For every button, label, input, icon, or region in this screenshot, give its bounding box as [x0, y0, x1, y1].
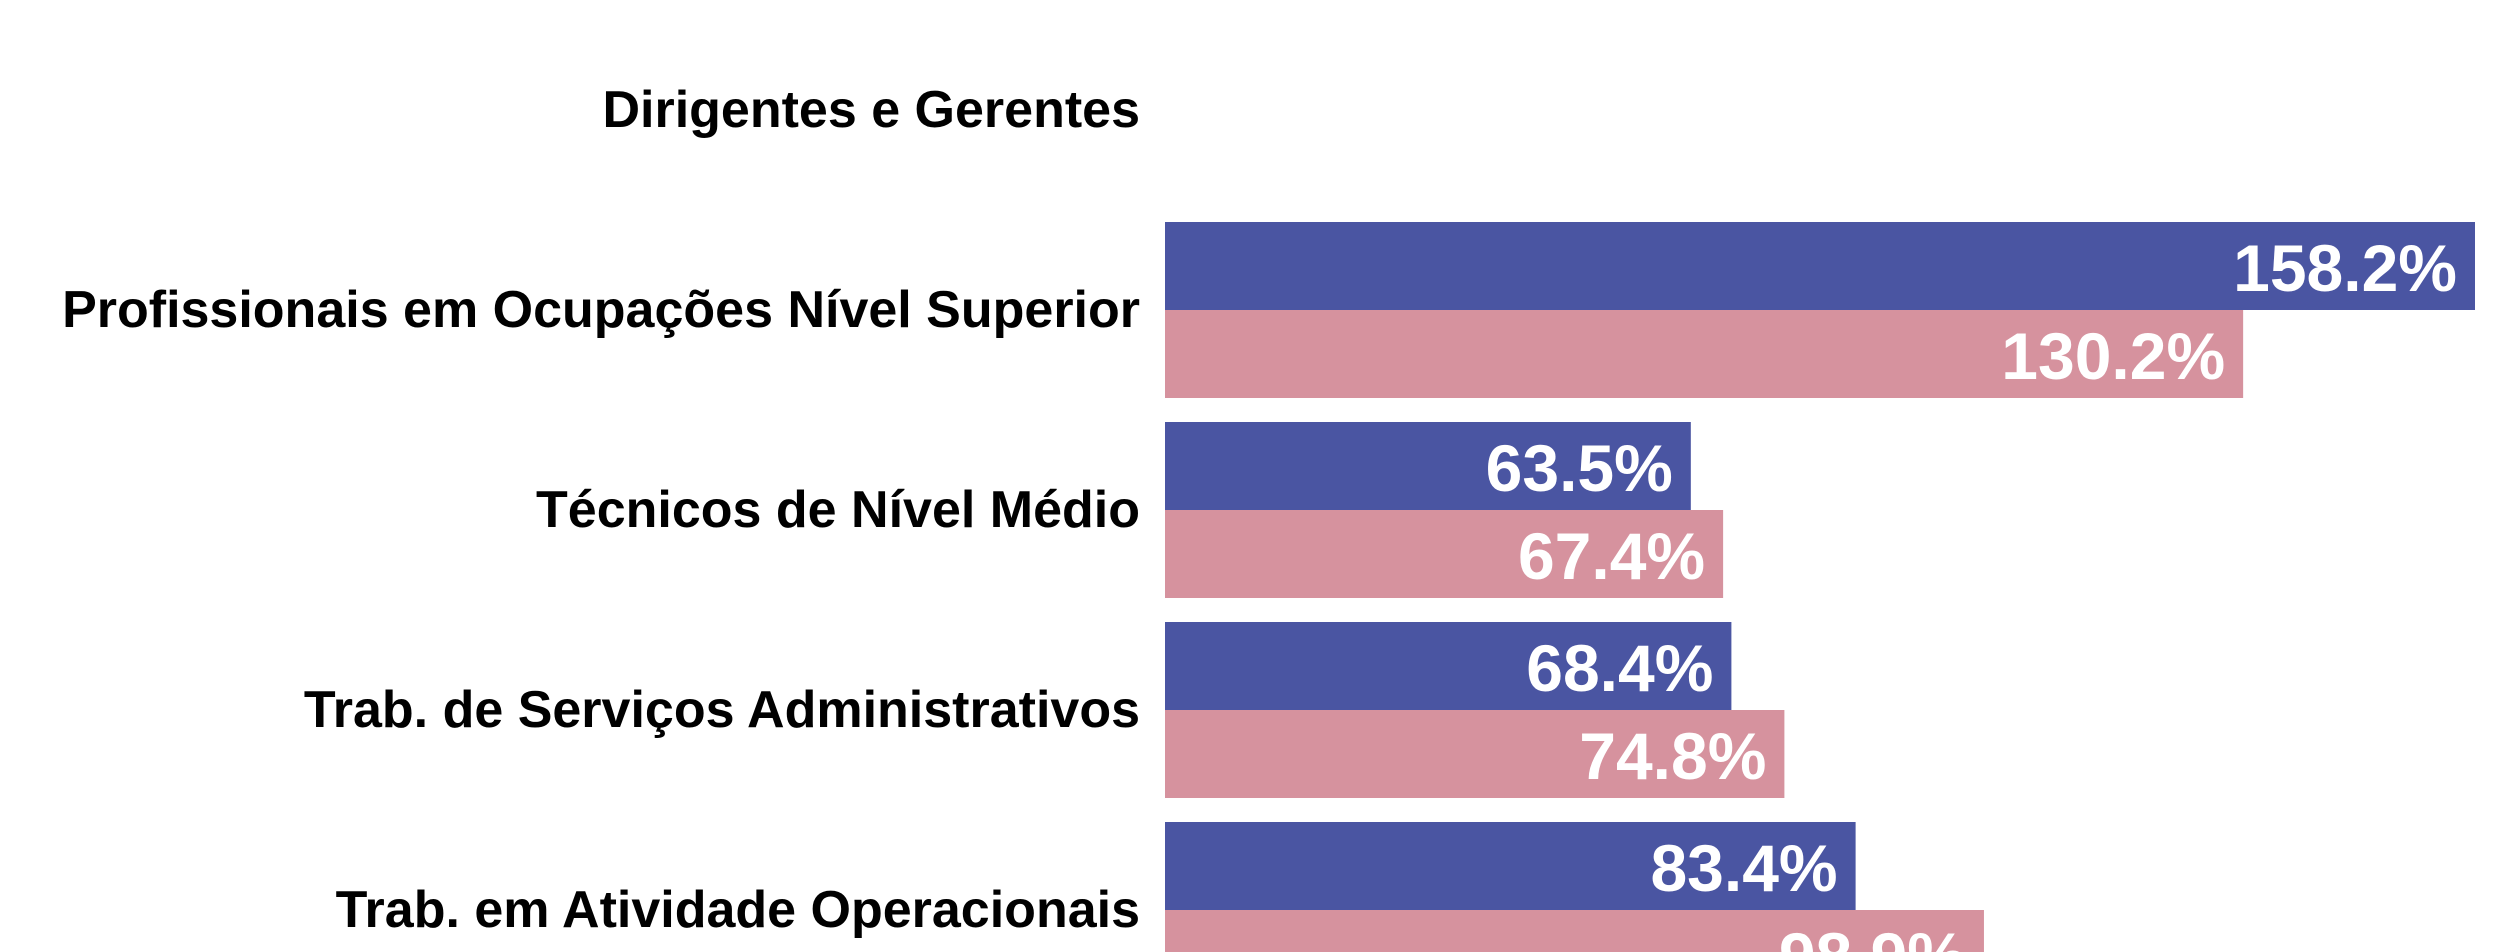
value-label-tecnicos-de-nivel-medio-series-1: 63.5% [1486, 431, 1673, 505]
category-labels: Dirigentes e Gerentes Profissionais em Oc… [62, 81, 1140, 939]
category-label-trab-de-servicos-administrativos: Trab. de Serviços Administrativos [304, 681, 1140, 739]
value-label-trab-de-servicos-administrativos-series-2: 74.8% [1579, 719, 1766, 793]
bars [1165, 222, 2475, 952]
bar-trab-de-servicos-administrativos-series-2 [1165, 710, 1785, 798]
value-label-profissionais-em-ocupacoes-nivel-superior-series-2: 130.2% [2001, 319, 2225, 393]
bar-tecnicos-de-nivel-medio-series-1 [1165, 422, 1691, 510]
bar-profissionais-em-ocupacoes-nivel-superior-series-1 [1165, 222, 2475, 310]
category-label-dirigentes-e-gerentes: Dirigentes e Gerentes [602, 81, 1140, 139]
category-label-tecnicos-de-nivel-medio: Técnicos de Nível Médio [536, 481, 1140, 539]
value-label-tecnicos-de-nivel-medio-series-2: 67.4% [1518, 519, 1705, 593]
value-labels: 158.2%130.2% 63.5% 67.4% 68.4% 74.8% 83.4% 98.… [1486, 231, 2457, 952]
category-label-trab-em-atividade-operacionais: Trab. em Atividade Operacionais [336, 881, 1140, 939]
bar-profissionais-em-ocupacoes-nivel-superior-series-2 [1165, 310, 2244, 398]
value-label-trab-em-atividade-operacionais-series-2: 98.9% [1779, 919, 1966, 952]
bar-trab-em-atividade-operacionais-series-1 [1165, 822, 1856, 910]
category-label-profissionais-em-ocupacoes-nivel-superior: Profissionais em Ocupações Nível Superio… [62, 281, 1140, 339]
value-label-trab-em-atividade-operacionais-series-1: 83.4% [1650, 831, 1837, 905]
value-label-trab-de-servicos-administrativos-series-1: 68.4% [1526, 631, 1713, 705]
bar-tecnicos-de-nivel-medio-series-2 [1165, 510, 1724, 598]
bar-trab-de-servicos-administrativos-series-1 [1165, 622, 1732, 710]
bar-trab-em-atividade-operacionais-series-2 [1165, 910, 1984, 952]
value-label-profissionais-em-ocupacoes-nivel-superior-series-1: 158.2% [2233, 231, 2457, 305]
